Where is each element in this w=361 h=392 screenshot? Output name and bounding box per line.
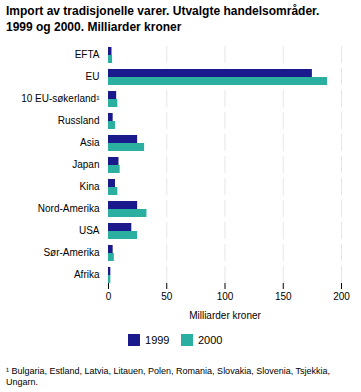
svg-text:EU: EU [86, 71, 100, 82]
svg-text:10 EU-søkerland¹: 10 EU-søkerland¹ [21, 93, 100, 104]
html-text:2000: 2000 [198, 333, 223, 346]
svg-text:Kina: Kina [79, 181, 99, 192]
html-text:Import av tradisjonelle varer.: Import av tradisjonelle varer. Utvalgte … [6, 4, 320, 34]
svg-text:EFTA: EFTA [75, 49, 100, 60]
svg-text:Japan: Japan [72, 159, 99, 170]
svg-text:Asia: Asia [80, 137, 100, 148]
svg-text:Russland: Russland [58, 115, 100, 126]
svg-text:Nord-Amerika: Nord-Amerika [38, 203, 100, 214]
svg-text:200: 200 [333, 291, 350, 302]
svg-text:100: 100 [217, 291, 234, 302]
svg-text:Afrika: Afrika [74, 269, 100, 280]
html-text:¹ Bulgaria, Estland, Latvia, L: ¹ Bulgaria, Estland, Latvia, Litauen, Po… [6, 365, 330, 387]
svg-text:0: 0 [106, 291, 112, 302]
svg-text:Milliarder kroner: Milliarder kroner [189, 310, 261, 321]
svg-text:Sør-Amerika: Sør-Amerika [43, 247, 100, 258]
svg-text:150: 150 [275, 291, 292, 302]
svg-text:50: 50 [161, 291, 173, 302]
svg-text:USA: USA [79, 225, 100, 236]
html-text:1999: 1999 [145, 333, 170, 346]
